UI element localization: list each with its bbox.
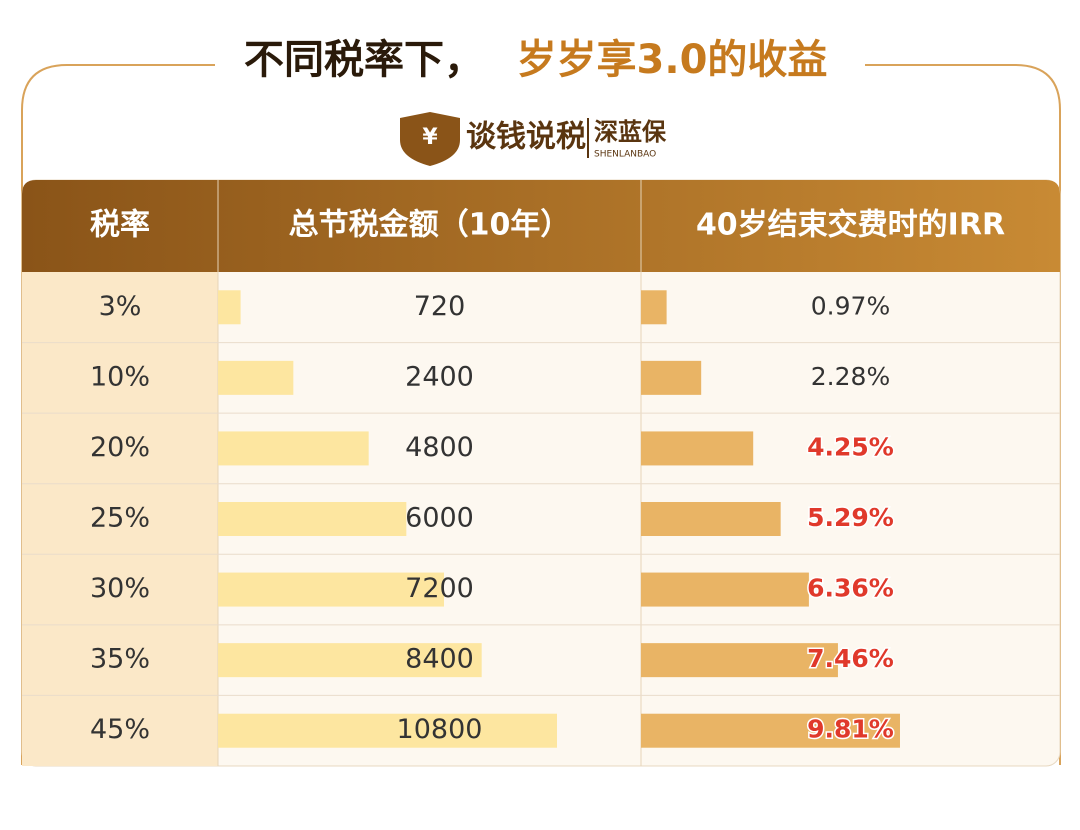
tax-saving: 4800 bbox=[405, 432, 474, 463]
saving-bar bbox=[218, 360, 294, 395]
logo-name: 谈钱说税 bbox=[466, 120, 586, 155]
logo-brand-en: SHENLANBAO bbox=[594, 150, 656, 160]
tax-rate: 10% bbox=[90, 361, 150, 392]
irr-bar bbox=[641, 290, 667, 325]
irr-bar bbox=[641, 713, 900, 748]
tax-saving: 8400 bbox=[405, 644, 474, 675]
rate-column-bg bbox=[22, 272, 218, 766]
saving-bar bbox=[218, 290, 241, 325]
header-row bbox=[22, 180, 1060, 272]
saving-bar bbox=[218, 643, 482, 678]
irr-bar bbox=[641, 502, 781, 536]
tax-rate: 30% bbox=[90, 573, 150, 604]
tax-rate: 3% bbox=[99, 291, 142, 322]
tax-saving: 720 bbox=[414, 291, 466, 322]
title-accent: 岁岁享3.0的收益 bbox=[517, 37, 828, 83]
saving-bar bbox=[218, 431, 369, 466]
logo-shield bbox=[400, 112, 460, 166]
tax-saving: 2400 bbox=[405, 361, 474, 392]
irr-value: 6.36% bbox=[807, 574, 894, 603]
column-header: 总节税金额（10年） bbox=[289, 208, 571, 243]
irr-bar bbox=[641, 643, 838, 678]
irr-value: 4.25% bbox=[807, 432, 894, 461]
saving-bar bbox=[218, 572, 444, 607]
tax-rate: 45% bbox=[90, 714, 150, 745]
saving-bar bbox=[218, 713, 557, 748]
tax-rate: 25% bbox=[90, 503, 150, 534]
tax-saving: 10800 bbox=[397, 714, 483, 745]
irr-bar bbox=[641, 431, 754, 466]
irr-value: 7.46% bbox=[807, 644, 894, 673]
irr-value: 2.28% bbox=[811, 362, 890, 391]
tax-saving: 7200 bbox=[405, 573, 474, 604]
saving-bar bbox=[218, 502, 407, 536]
irr-value: 0.97% bbox=[811, 291, 890, 320]
card-border bbox=[21, 64, 1061, 765]
tax-rate: 20% bbox=[90, 432, 150, 463]
irr-value: 5.29% bbox=[807, 503, 894, 532]
logo-brand: 深蓝保 bbox=[594, 118, 667, 146]
table: 税率 总节税金额（10年） 40岁结束交费时的IRR 3% 720 0.97% 10% 240… bbox=[21, 179, 1061, 767]
irr-bar bbox=[641, 572, 809, 607]
logo-symbol: ¥ bbox=[422, 125, 438, 150]
tax-rate: 35% bbox=[90, 644, 150, 675]
column-header: 40岁结束交费时的IRR bbox=[696, 208, 1005, 243]
irr-value: 9.81% bbox=[807, 715, 894, 744]
column-header: 税率 bbox=[90, 208, 150, 243]
irr-bar bbox=[641, 360, 702, 395]
title-main: 不同税率下， bbox=[244, 37, 484, 83]
tax-saving: 6000 bbox=[405, 503, 474, 534]
